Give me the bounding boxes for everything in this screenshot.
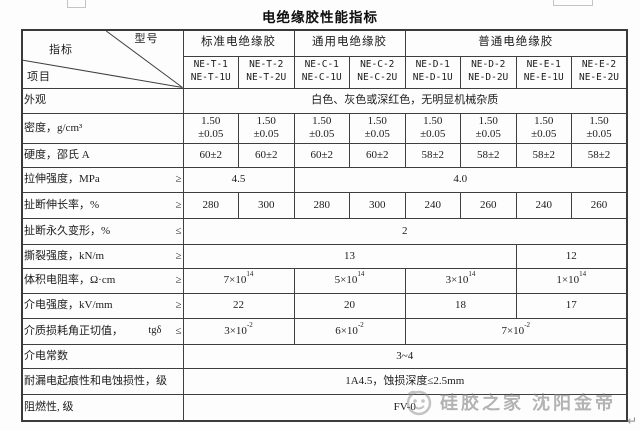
table-cell: 2: [182, 217, 628, 245]
row-label: 撕裂强度，kN/m ≥: [21, 243, 184, 269]
row-label: 密度，g/cm³: [21, 112, 184, 144]
table-cell: 1A4.5，蚀损深度≤2.5mm: [182, 367, 628, 395]
table-cell: 1.50 ±0.05: [571, 112, 628, 144]
table-cell: 60±2: [182, 142, 239, 168]
table-cell: 60±2: [238, 142, 295, 168]
table-cell: 6×10-2: [293, 317, 406, 345]
table-row: 介质损耗角正切值， tgδ ≤3×10-2 6×10-2 7×10-2: [21, 317, 628, 345]
table-cell: 1×1014: [515, 267, 628, 294]
page-title: 电绝缘胶性能指标: [262, 10, 378, 25]
corner-label-item: 项目: [27, 70, 51, 83]
corner-label-model: 型号: [134, 33, 159, 45]
table-cell: 300: [238, 191, 295, 219]
table-row: 介电常数 3~4: [21, 343, 628, 369]
corner-header-cell: 型号 指标 项目: [21, 29, 184, 89]
table-row: 扯断永久变形，% ≤2: [21, 217, 628, 245]
table-row: 外观 白色、灰色或深红色，无明显机械杂质: [21, 87, 628, 114]
table-row: 扯断伸长率，% ≥280 300 280 300 240 260 240 260: [21, 191, 628, 219]
row-label: 外观: [21, 87, 184, 114]
table-cell: FV-0: [182, 393, 628, 422]
table-cell: 58±2: [571, 142, 628, 168]
table-cell: 260: [460, 191, 517, 219]
table-row: 密度，g/cm³ 1.50 ±0.05 1.50 ±0.05 1.50 ±0.05 1.…: [21, 112, 628, 144]
table-cell: 280: [182, 191, 239, 219]
table-row: 硬度，邵氏 A 60±2 60±2 60±2 60±2 58±2 58±2 58±2 58±2: [21, 142, 628, 168]
row-label: 扯断永久变形，% ≤: [21, 217, 184, 245]
group-header: 普通电绝缘胶: [404, 29, 628, 57]
return-mark: ↵: [627, 414, 638, 428]
limit-symbol: ≥: [175, 173, 182, 186]
table-row: 拉伸强度，MPa ≥4.5 4.0: [21, 166, 628, 193]
table-cell: 白色、灰色或深红色，无明显机械杂质: [182, 87, 628, 114]
table-cell: 3×1014: [404, 267, 517, 294]
row-label: 扯断伸长率，% ≥: [21, 191, 184, 219]
table-cell: 22: [182, 292, 295, 319]
row-label: 耐漏电起痕性和电蚀损性，级: [21, 367, 184, 395]
table-cell: 58±2: [515, 142, 572, 168]
row-label: 体积电阻率，Ω·cm ≥: [21, 267, 184, 294]
table-cell: 12: [515, 243, 628, 269]
table-cell: 240: [515, 191, 572, 219]
table-cell: 7×1014: [182, 267, 295, 294]
group-header: 通用电绝缘胶: [293, 29, 406, 57]
model-header: NE-D-2 NE-D-2U: [460, 55, 517, 89]
table-cell: 1.50 ±0.05: [349, 112, 406, 144]
table-cell: 3~4: [182, 343, 628, 369]
table-row: 体积电阻率，Ω·cm ≥7×1014 5×1014 3×1014 1×1014: [21, 267, 628, 294]
table-cell: 4.0: [293, 166, 628, 193]
table-row: 撕裂强度，kN/m ≥13 12: [21, 243, 628, 269]
table-cell: 1.50 ±0.05: [293, 112, 350, 144]
model-header: NE-T-1 NE-T-1U: [182, 55, 239, 89]
group-header: 标准电绝缘胶: [182, 29, 295, 57]
model-header: NE-D-1 NE-D-1U: [404, 55, 461, 89]
table-row: 介电强度，kV/mm ≥22 20 18 17: [21, 292, 628, 319]
table-row: 耐漏电起痕性和电蚀损性，级 1A4.5，蚀损深度≤2.5mm: [21, 367, 628, 395]
crop-artifact-right: [553, 0, 593, 6]
table-cell: 58±2: [460, 142, 517, 168]
table-cell: 1.50 ±0.05: [460, 112, 517, 144]
row-label: 拉伸强度，MPa ≥: [21, 166, 184, 193]
table-cell: 5×1014: [293, 267, 406, 294]
model-header: NE-C-2 NE-C-2U: [349, 55, 406, 89]
row-label: 阻燃性, 级: [21, 393, 184, 422]
table-cell: 300: [349, 191, 406, 219]
table-cell: 13: [182, 243, 517, 269]
table-cell: 58±2: [404, 142, 461, 168]
crop-artifact-left: [67, 0, 86, 8]
limit-symbol: ≥: [175, 299, 182, 312]
row-label: 介质损耗角正切值， tgδ ≤: [21, 317, 184, 345]
model-header: NE-E-1 NE-E-1U: [515, 55, 572, 89]
table-cell: 260: [571, 191, 628, 219]
spec-table-body: 外观 白色、灰色或深红色，无明显机械杂质 密度，g/cm³ 1.50 ±0.05 1.5…: [21, 87, 628, 422]
table-cell: 60±2: [349, 142, 406, 168]
table-cell: 4.5: [182, 166, 295, 193]
corner-label-index: 指标: [49, 44, 73, 56]
limit-symbol: ≥: [175, 198, 182, 211]
table-cell: 18: [404, 292, 517, 319]
model-header: NE-E-2 NE-E-2U: [571, 55, 628, 89]
table-cell: 240: [404, 191, 461, 219]
table-cell: 1.50 ±0.05: [238, 112, 295, 144]
table-cell: 3×10-2: [182, 317, 295, 345]
row-label: 硬度，邵氏 A: [21, 142, 184, 168]
spec-table: 型号 指标 项目 标准电绝缘胶 通用电绝缘胶 普通电绝缘胶 NE-T-1 NE-T-1…: [21, 29, 628, 422]
table-cell: 17: [515, 292, 628, 319]
row-label: 介电常数: [21, 343, 184, 369]
table-row: 阻燃性, 级 FV-0: [21, 393, 628, 422]
limit-symbol: ≥: [175, 249, 182, 262]
table-cell: 1.50 ±0.05: [515, 112, 572, 144]
table-cell: 1.50 ±0.05: [182, 112, 239, 144]
table-cell: 1.50 ±0.05: [404, 112, 461, 144]
table-cell: 280: [293, 191, 350, 219]
diagonal-lines: [23, 31, 182, 87]
limit-symbol: ≥: [175, 274, 182, 287]
model-header: NE-C-1 NE-C-1U: [293, 55, 350, 89]
limit-symbol: ≤: [175, 224, 182, 237]
model-header: NE-T-2 NE-T-2U: [238, 55, 295, 89]
limit-symbol: ≤: [175, 324, 182, 337]
table-cell: 60±2: [293, 142, 350, 168]
row-label: 介电强度，kV/mm ≥: [21, 292, 184, 319]
table-cell: 20: [293, 292, 406, 319]
table-cell: 7×10-2: [404, 317, 628, 345]
